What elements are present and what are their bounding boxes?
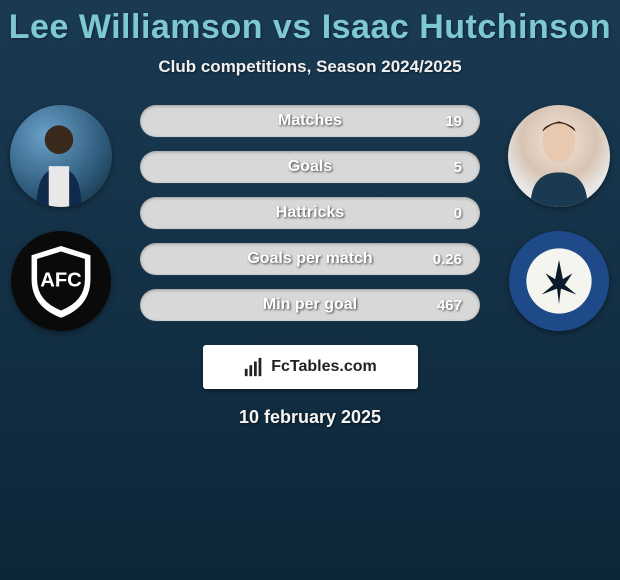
bar-chart-icon: [243, 356, 265, 378]
player-left-club-badge: AFC: [11, 231, 111, 331]
stat-right-value: 0: [432, 205, 462, 222]
stat-label: Goals: [288, 158, 332, 176]
person-silhouette-icon: [508, 105, 610, 207]
stat-right-value: 0.26: [432, 251, 462, 268]
stat-row: Matches 19: [140, 105, 480, 137]
stat-label: Hattricks: [276, 204, 344, 222]
stat-right-value: 19: [432, 113, 462, 130]
svg-text:BRISTOL ROVERS F.C.: BRISTOL ROVERS F.C.: [511, 233, 595, 235]
stat-row: Goals 5: [140, 151, 480, 183]
page-subtitle: Club competitions, Season 2024/2025: [0, 57, 620, 77]
footer-date: 10 february 2025: [0, 407, 620, 428]
stats-list: Matches 19 Goals 5 Hattricks 0 Goals per…: [140, 105, 480, 321]
stat-row: Min per goal 467: [140, 289, 480, 321]
page-title: Lee Williamson vs Isaac Hutchinson: [0, 8, 620, 47]
stat-row: Hattricks 0: [140, 197, 480, 229]
stat-label: Matches: [278, 112, 342, 130]
person-silhouette-icon: [10, 105, 112, 207]
player-left-column: AFC: [10, 105, 112, 331]
comparison-panel: AFC BRISTOL ROVERS F.C.: [0, 105, 620, 428]
stat-label: Goals per match: [247, 250, 372, 268]
player-right-column: BRISTOL ROVERS F.C.: [508, 105, 610, 331]
stat-label: Min per goal: [263, 296, 357, 314]
brand-text: FcTables.com: [271, 358, 377, 376]
player-right-club-badge: BRISTOL ROVERS F.C.: [509, 231, 609, 331]
svg-text:AFC: AFC: [40, 270, 82, 292]
player-right-avatar: [508, 105, 610, 207]
stat-row: Goals per match 0.26: [140, 243, 480, 275]
shield-icon: AFC: [15, 235, 107, 327]
stat-right-value: 5: [432, 159, 462, 176]
player-left-avatar: [10, 105, 112, 207]
brand-badge: FcTables.com: [203, 345, 418, 389]
stat-right-value: 467: [432, 297, 462, 314]
club-crest-icon: BRISTOL ROVERS F.C.: [511, 233, 607, 329]
